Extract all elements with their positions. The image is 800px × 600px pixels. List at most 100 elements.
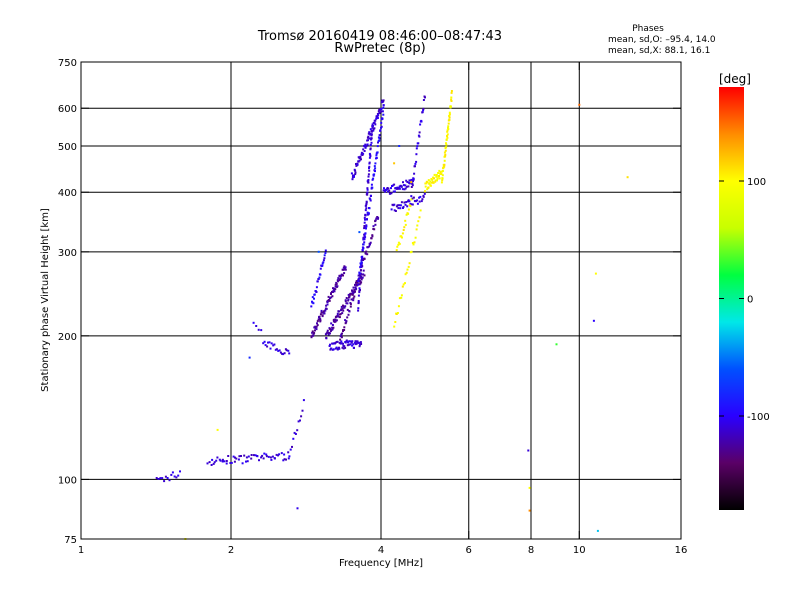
plot-area: 1 2 4 6 8 10 16 75 100 200 300 400 500 600 750 (58, 58, 687, 556)
echo-point (216, 456, 219, 459)
echo-point (371, 129, 374, 132)
echo-point (411, 242, 414, 244)
echo-point (411, 197, 414, 200)
echo-point (416, 202, 419, 205)
echo-point (424, 190, 426, 193)
echo-point (450, 91, 453, 94)
echo-point (342, 266, 345, 269)
echo-point (338, 347, 341, 350)
echo-point (326, 303, 329, 306)
echo-point (434, 179, 437, 182)
echo-point (447, 122, 450, 125)
echo-point (443, 151, 446, 154)
echo-point (357, 307, 360, 310)
echo-point (243, 454, 246, 457)
echo-point (342, 342, 344, 345)
echo-point (436, 179, 438, 182)
echo-point (313, 331, 316, 334)
echo-point (346, 344, 349, 347)
echo-point (375, 154, 378, 157)
echo-point (262, 457, 265, 460)
echo-point (363, 236, 365, 239)
echo-point (445, 146, 448, 149)
colorbar-tick-label: -100 (747, 412, 770, 423)
echo-point (374, 119, 377, 122)
echo-point (338, 341, 341, 344)
echo-point (422, 109, 425, 112)
echo-point (365, 203, 368, 205)
echo-point (357, 280, 360, 283)
echo-point (359, 272, 362, 275)
echo-point (416, 224, 419, 227)
echo-point (322, 311, 325, 314)
echo-point (422, 107, 425, 110)
echo-point (374, 170, 376, 173)
echo-point (170, 473, 173, 476)
echo-point (361, 276, 364, 279)
echo-point (425, 182, 428, 185)
echo-point (360, 276, 362, 278)
echo-point (375, 117, 378, 120)
echo-point (163, 480, 166, 483)
echo-point (381, 117, 384, 120)
echo-point (250, 457, 253, 460)
echo-point (370, 237, 373, 240)
echo-point (439, 171, 442, 174)
echo-point (263, 340, 266, 343)
echo-point (344, 319, 347, 322)
echo-point (445, 142, 447, 145)
echo-point (368, 169, 371, 172)
echo-point (271, 455, 274, 458)
echo-point (269, 456, 272, 459)
echo-point (346, 316, 349, 319)
echo-point (208, 461, 211, 464)
echo-point (402, 283, 405, 286)
echo-point (367, 173, 370, 176)
echo-point (342, 330, 344, 333)
echo-point (372, 177, 375, 180)
echo-point (317, 250, 320, 253)
echo-point (360, 259, 363, 262)
echo-point (367, 180, 370, 183)
echo-point (406, 268, 409, 271)
echo-point (408, 262, 411, 265)
echo-point (351, 344, 354, 347)
echo-point (248, 356, 251, 359)
echo-point (368, 167, 370, 170)
echo-point (363, 226, 366, 229)
echo-point (381, 110, 384, 113)
echo-point (370, 141, 373, 144)
echo-point (237, 458, 240, 461)
echo-point (277, 454, 279, 457)
echo-point (364, 143, 367, 146)
echo-point (374, 167, 377, 170)
echo-point (373, 127, 376, 130)
echo-point (371, 178, 374, 181)
echo-point (328, 345, 331, 347)
echo-point (391, 184, 394, 187)
echo-point (344, 346, 347, 349)
echo-point (299, 419, 301, 422)
echo-point (387, 187, 390, 190)
y-tick-label: 600 (58, 104, 77, 115)
echo-point (328, 299, 331, 302)
echo-point (370, 133, 373, 136)
echo-point (329, 332, 331, 335)
echo-point (447, 125, 450, 128)
echo-point (402, 205, 405, 208)
echo-point (338, 346, 340, 349)
echo-point (366, 246, 369, 249)
echo-point (211, 458, 214, 461)
echo-point (345, 339, 348, 342)
echo-point (275, 453, 278, 456)
echo-point (402, 207, 404, 209)
echo-point (361, 255, 364, 258)
echo-point (374, 162, 377, 165)
echo-point (366, 253, 369, 256)
echo-point (225, 460, 228, 462)
echo-point (311, 330, 314, 333)
echo-point (366, 187, 369, 190)
echo-point (359, 155, 362, 158)
echo-point (362, 273, 365, 276)
echo-point (408, 182, 411, 185)
